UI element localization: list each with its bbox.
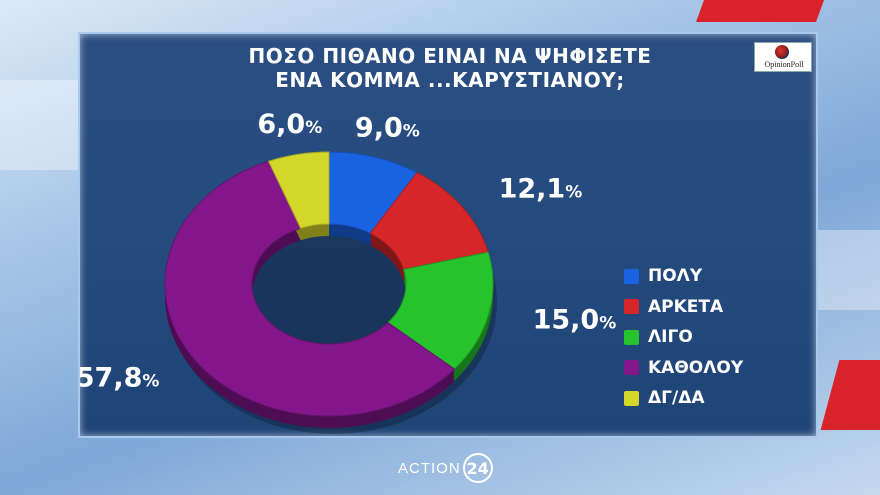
legend-label: ΠΟΛΥ [648, 266, 703, 287]
chart-title: ΠΟΣΟ ΠΙΘΑΝΟ ΕΙΝΑΙ ΝΑ ΨΗΦΙΣΕΤΕ ΕΝΑ ΚΟΜΜΑ … [80, 44, 816, 92]
value-label: 57,8% [80, 363, 159, 394]
legend-label: ΑΡΚΕΤΑ [648, 296, 724, 317]
legend-swatch [624, 390, 639, 406]
chart-panel: ΠΟΣΟ ΠΙΘΑΝΟ ΕΙΝΑΙ ΝΑ ΨΗΦΙΣΕΤΕ ΕΝΑ ΚΟΜΜΑ … [78, 32, 818, 438]
opinion-poll-logo-icon [775, 45, 789, 59]
legend-label: ΛΙΓΟ [648, 327, 693, 348]
legend-item: ΠΟΛΥ [624, 261, 743, 292]
donut-slice-ΔΓ/ΔΑ [267, 151, 330, 229]
background-accent [820, 360, 880, 430]
value-label: 9,0% [355, 112, 420, 143]
legend-swatch [624, 268, 639, 284]
legend-item: ΛΙΓΟ [624, 322, 743, 353]
chart-legend: ΠΟΛΥ ΑΡΚΕΤΑ ΛΙΓΟ ΚΑΘΟΛΟΥ ΔΓ/ΔΑ [624, 261, 743, 414]
legend-swatch [624, 299, 639, 315]
value-label: 6,0% [257, 109, 322, 140]
opinion-poll-logo: OpinionPoll [754, 42, 812, 72]
action24-logo: ACTION 24 [398, 452, 493, 484]
value-label: 12,1% [499, 173, 583, 204]
legend-item: ΔΓ/ΔΑ [624, 383, 743, 414]
legend-swatch [624, 360, 639, 376]
chart-title-line-2: ΕΝΑ ΚΟΜΜΑ ...ΚΑΡΥΣΤΙΑΝΟΥ; [275, 68, 625, 92]
chart-title-line-1: ΠΟΣΟ ΠΙΘΑΝΟ ΕΙΝΑΙ ΝΑ ΨΗΦΙΣΕΤΕ [248, 44, 652, 68]
action24-logo-number: 24 [462, 453, 493, 483]
background-accent [695, 0, 825, 22]
legend-swatch [624, 329, 639, 345]
legend-label: ΚΑΘΟΛΟΥ [648, 357, 744, 378]
action24-logo-text: ACTION [398, 459, 461, 477]
legend-label: ΔΓ/ΔΑ [648, 388, 705, 409]
donut-chart: 9,0% 12,1% 15,0% 57,8% 6,0% [80, 109, 617, 434]
legend-item: ΚΑΘΟΛΟΥ [624, 353, 743, 384]
donut-slice-ΚΑΘΟΛΟΥ [164, 160, 456, 417]
value-label: 15,0% [533, 305, 617, 336]
donut-slice-ΛΙΓΟ [387, 251, 494, 370]
legend-item: ΑΡΚΕΤΑ [624, 292, 743, 323]
opinion-poll-logo-text: OpinionPoll [764, 60, 804, 69]
